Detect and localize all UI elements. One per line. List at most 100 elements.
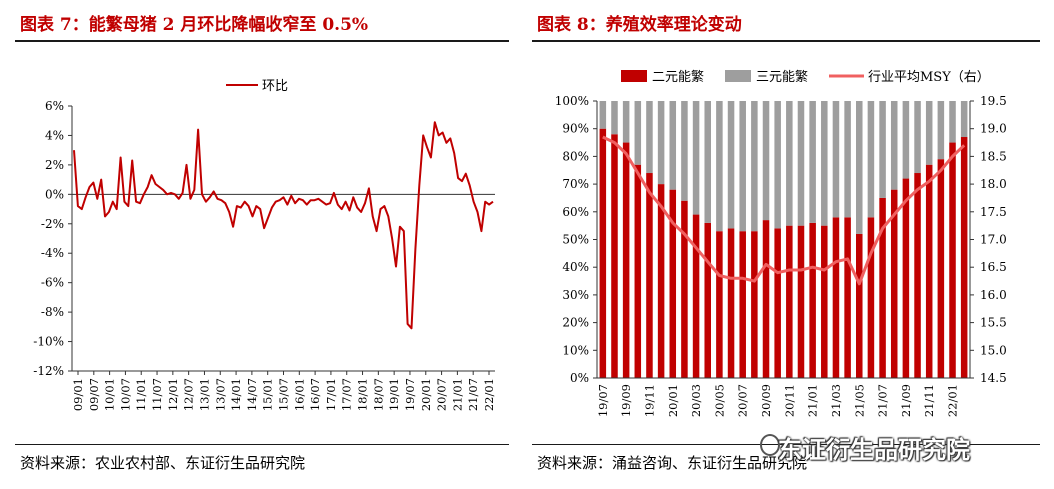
bar-sanyuan <box>949 101 956 143</box>
x-tick-label: 11/07 <box>150 378 164 411</box>
bar-sanyuan <box>634 101 642 165</box>
x-tick-label: 21/11 <box>922 384 936 417</box>
x-tick-label: 17/01 <box>324 378 338 411</box>
bar-sanyuan <box>774 101 781 229</box>
x-tick-label: 13/07 <box>213 378 227 411</box>
x-tick-label: 18/07 <box>371 378 385 411</box>
x-tick-label: 16/07 <box>308 378 322 411</box>
x-tick-label: 20/01 <box>419 378 433 411</box>
bar-erhyuan <box>879 197 886 378</box>
bar-erhyuan <box>599 128 607 378</box>
wechat-icon <box>760 434 780 456</box>
bar-erhyuan <box>646 173 653 378</box>
bar-erhyuan <box>867 217 875 378</box>
x-tick-label: 14/07 <box>245 378 259 411</box>
legend-swatch-erhyuan <box>621 70 647 82</box>
legend-label-sanyuan: 三元能繁 <box>756 69 808 85</box>
y2-tick-label: 19.0 <box>980 122 1007 136</box>
bar-sanyuan <box>832 101 840 218</box>
left-line-chart: 6%4%2%0%-2%-4%-6%-8%-10%-12%09/01 09/07 10… <box>33 79 496 411</box>
y-tick-label: -10% <box>33 335 64 349</box>
y2-tick-label: 14.5 <box>980 371 1007 385</box>
bar-sanyuan <box>716 101 723 232</box>
bar-erhyuan <box>727 228 735 378</box>
bar-erhyuan <box>762 220 770 378</box>
bar-sanyuan <box>751 101 758 232</box>
x-tick-label: 12/01 <box>166 378 180 411</box>
y2-tick-label: 18.5 <box>980 149 1007 163</box>
y-tick-label: 0% <box>570 371 589 385</box>
bar-sanyuan <box>611 101 618 135</box>
x-tick-label: 19/11 <box>642 384 656 417</box>
x-tick-label: 14/01 <box>229 378 243 411</box>
x-tick-label: 17/07 <box>340 378 354 411</box>
bar-erhyuan <box>681 200 688 378</box>
bar-sanyuan <box>622 101 630 143</box>
y-tick-label: -12% <box>33 364 64 378</box>
x-tick-label: 16/01 <box>292 378 306 411</box>
bar-erhyuan <box>611 134 618 378</box>
bar-sanyuan <box>681 101 688 201</box>
y2-tick-label: 17.0 <box>980 233 1007 247</box>
bar-sanyuan <box>786 101 793 226</box>
bar-erhyuan <box>657 184 665 378</box>
x-tick-label: 10/01 <box>103 378 117 411</box>
x-tick-label: 20/11 <box>782 384 796 417</box>
bar-erhyuan <box>809 222 816 378</box>
bar-erhyuan <box>949 142 956 378</box>
y-tick-label: -6% <box>41 276 64 290</box>
x-tick-label: 21/01 <box>806 384 820 417</box>
y2-tick-label: 16.0 <box>980 288 1007 302</box>
bar-sanyuan <box>669 101 677 190</box>
y-tick-label: 2% <box>45 158 64 172</box>
bar-sanyuan <box>856 101 863 234</box>
bar-sanyuan <box>809 101 816 223</box>
bar-sanyuan <box>704 101 711 223</box>
bar-sanyuan <box>902 101 910 179</box>
x-tick-label: 20/01 <box>666 384 680 417</box>
bar-sanyuan <box>960 101 968 138</box>
x-tick-label: 21/05 <box>852 384 866 417</box>
bar-erhyuan <box>669 189 677 378</box>
series-line-huanbi <box>73 121 494 330</box>
x-tick-label: 20/07 <box>736 384 750 417</box>
y2-tick-label: 19.5 <box>980 94 1007 108</box>
bar-sanyuan <box>879 101 886 198</box>
x-tick-label: 11/01 <box>134 378 148 411</box>
bar-erhyuan <box>786 225 793 378</box>
y-tick-label: 100% <box>555 94 589 108</box>
bar-erhyuan <box>856 233 863 378</box>
y-tick-label: 4% <box>45 128 64 142</box>
bar-erhyuan <box>902 178 910 378</box>
bar-erhyuan <box>634 164 642 378</box>
bar-erhyuan <box>821 225 828 378</box>
x-tick-label: 19/07 <box>596 384 610 417</box>
watermark: 东证衍生品研究院 <box>778 436 970 464</box>
left-source-note: 资料来源：农业农村部、东证衍生品研究院 <box>20 454 306 472</box>
bar-erhyuan <box>751 231 758 378</box>
x-tick-label: 19/09 <box>619 384 633 417</box>
x-tick-label: 15/01 <box>261 378 275 411</box>
right-source-note: 资料来源：涌益咨询、东证衍生品研究院 <box>537 454 808 472</box>
left-top-rule <box>15 40 509 42</box>
bar-sanyuan <box>739 101 746 232</box>
bar-erhyuan <box>925 164 933 378</box>
bar-erhyuan <box>937 159 945 378</box>
x-tick-label: 12/07 <box>182 378 196 411</box>
bar-erhyuan <box>832 217 840 378</box>
legend-label-erhyuan: 二元能繁 <box>652 69 704 85</box>
y-tick-label: 80% <box>562 149 589 163</box>
bar-erhyuan <box>797 225 805 378</box>
x-tick-label: 09/07 <box>87 378 101 411</box>
bar-sanyuan <box>797 101 805 226</box>
bar-erhyuan <box>960 137 968 378</box>
bar-sanyuan <box>692 101 700 215</box>
bar-sanyuan <box>646 101 653 174</box>
y-tick-label: 6% <box>45 99 64 113</box>
right-chart-title: 图表 8：养殖效率理论变动 <box>537 15 742 35</box>
x-tick-label: 20/05 <box>712 384 726 417</box>
y2-tick-label: 17.5 <box>980 205 1007 219</box>
bar-erhyuan <box>774 228 781 378</box>
y-tick-label: 30% <box>562 288 589 302</box>
x-tick-label: 20/07 <box>435 378 449 411</box>
